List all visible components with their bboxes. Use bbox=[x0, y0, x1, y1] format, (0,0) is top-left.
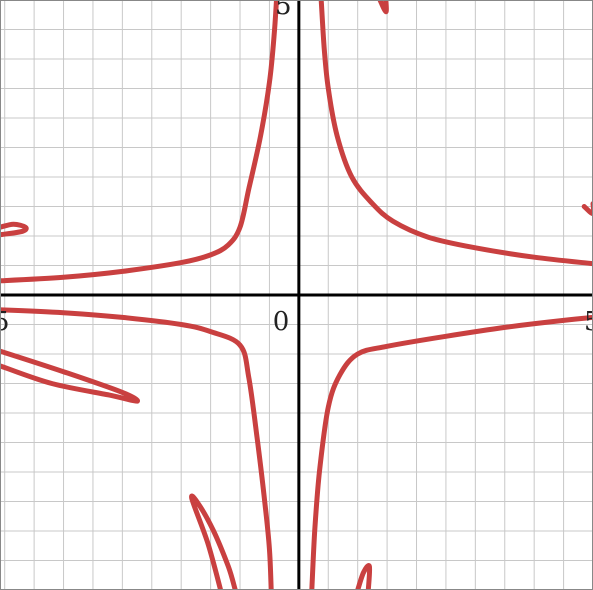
curve-branch-2 bbox=[318, 0, 593, 267]
curve-branch-3 bbox=[0, 307, 274, 590]
tick-label-origin: 0 bbox=[273, 307, 290, 337]
curve-branch-6 bbox=[0, 348, 141, 404]
curve-branch-10 bbox=[581, 201, 593, 217]
curve-branch-9 bbox=[377, 0, 389, 15]
curve-branch-7 bbox=[189, 493, 238, 590]
curve-branch-8 bbox=[355, 563, 373, 590]
tick-label-y-max: 5 bbox=[275, 0, 292, 21]
tick-label-x-max: 5 bbox=[584, 307, 593, 337]
tick-labels: 0 5 5 5 bbox=[0, 0, 593, 337]
tick-label-x-min: 5 bbox=[0, 307, 10, 337]
curve-branch-4 bbox=[309, 314, 593, 590]
curve-branch-5 bbox=[0, 221, 29, 238]
curve-branch-1 bbox=[0, 0, 279, 284]
